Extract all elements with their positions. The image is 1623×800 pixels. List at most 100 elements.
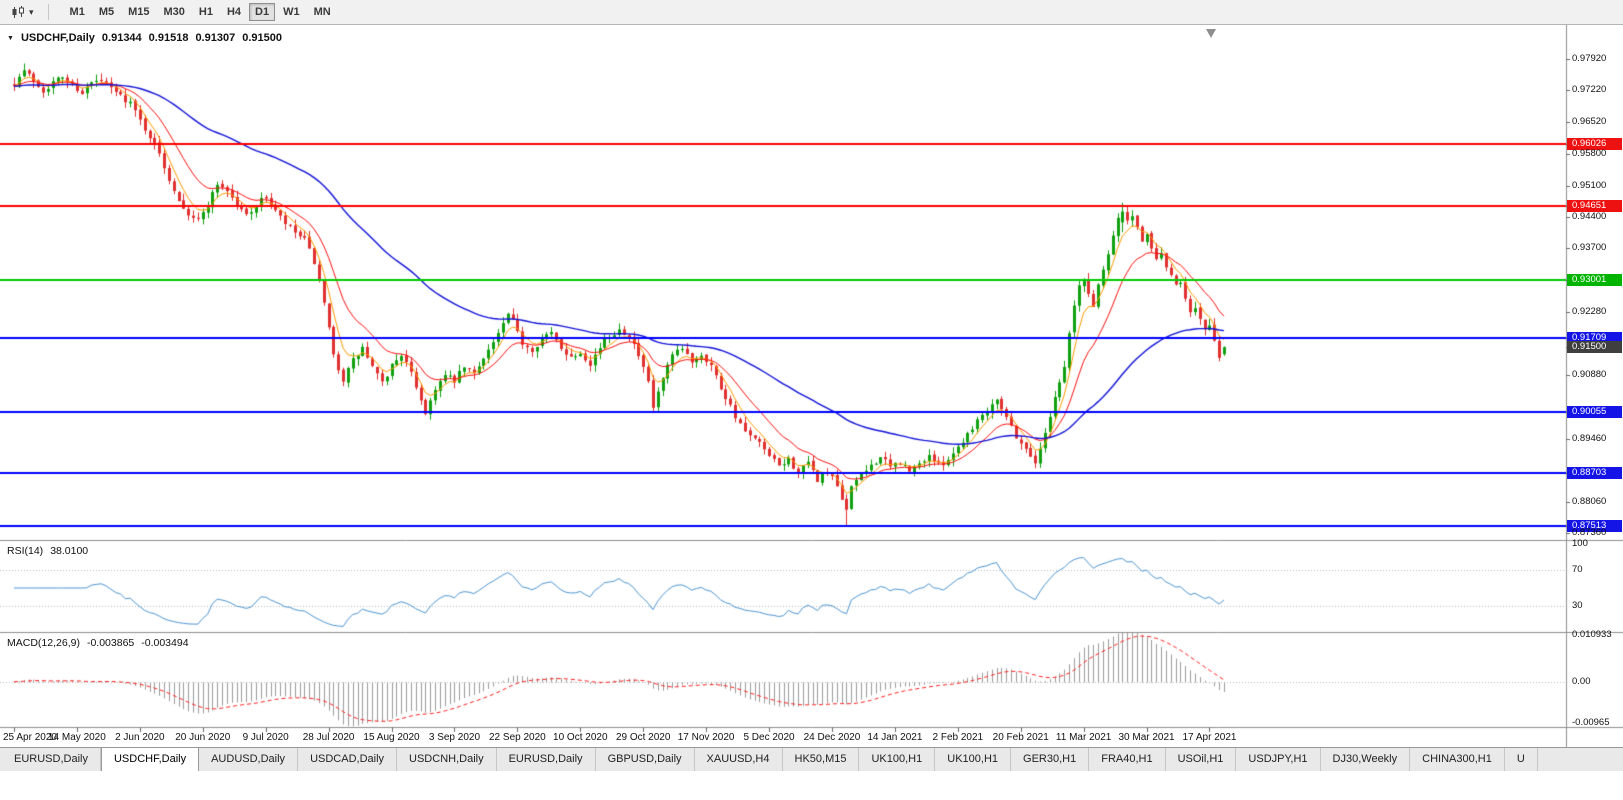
- chart-tab-usdchf-daily[interactable]: USDCHF,Daily: [100, 748, 200, 771]
- chart-tab-hk50-m15[interactable]: HK50,M15: [783, 748, 860, 771]
- date-label: 28 Jul 2020: [302, 732, 355, 743]
- timeframe-group: M1 M5 M15 M30 H1 H4 D1 W1 MN: [64, 3, 339, 21]
- date-label: 17 Nov 2020: [677, 732, 735, 743]
- chart-tab-usdjpy-h1[interactable]: USDJPY,H1: [1236, 748, 1321, 771]
- timeframe-button-w1[interactable]: W1: [283, 6, 300, 18]
- rsi-indicator-label: RSI(14) 38.0100: [7, 545, 88, 557]
- price-tag-red: 0.94651: [1567, 200, 1622, 212]
- macd-indicator-label: MACD(12,26,9) -0.003865 -0.003494: [7, 637, 189, 649]
- price-axis-label: 0.97920: [1572, 53, 1607, 64]
- timeframe-button-h4[interactable]: H4: [226, 6, 242, 18]
- chart-tab-usdcnh-daily[interactable]: USDCNH,Daily: [397, 748, 497, 771]
- timeframe-button-m15[interactable]: M15: [128, 6, 150, 18]
- price-axis-label: 0.89460: [1572, 433, 1607, 444]
- date-label: 2 Feb 2021: [932, 732, 984, 743]
- date-label: 30 Mar 2021: [1118, 732, 1175, 743]
- price-axis-label: 0.95800: [1572, 148, 1607, 159]
- date-label: 20 Feb 2021: [992, 732, 1049, 743]
- date-label: 20 Jun 2020: [175, 732, 231, 743]
- timeframe-button-d1[interactable]: D1: [249, 3, 276, 21]
- date-axis[interactable]: 25 Apr 2020 14 May 2020 2 Jun 2020 20 Jun 2…: [0, 730, 1566, 747]
- timeframe-button-mn[interactable]: MN: [313, 6, 331, 18]
- chart-tab-uk100-h1[interactable]: UK100,H1: [859, 748, 936, 771]
- date-label: 15 Aug 2020: [363, 732, 420, 743]
- price-tag-blue: 0.88703: [1567, 467, 1622, 479]
- rsi-axis-label: 70: [1572, 564, 1583, 575]
- macd-axis-label: 0.010933: [1572, 629, 1612, 640]
- macd-signal-value: -0.003494: [141, 637, 189, 649]
- chart-tab-xauusd-h4[interactable]: XAUUSD,H4: [695, 748, 783, 771]
- ohlc-open: 0.91344: [101, 32, 142, 44]
- price-axis[interactable]: 0.97920 0.97220 0.96520 0.96026 0.95800 0.951…: [1567, 25, 1623, 747]
- price-axis-label: 0.95100: [1572, 180, 1607, 191]
- date-label: 17 Apr 2021: [1182, 732, 1237, 743]
- toolbar-separator: [47, 4, 49, 20]
- chart-tab-ger30-h1[interactable]: GER30,H1: [1011, 748, 1090, 771]
- rsi-name: RSI(14): [7, 545, 44, 557]
- chart-shift-marker[interactable]: [1206, 29, 1216, 38]
- chart-tab-usoil-h1[interactable]: USOil,H1: [1166, 748, 1237, 771]
- rsi-axis-label: 30: [1572, 600, 1583, 611]
- date-label: 29 Oct 2020: [615, 732, 671, 743]
- symbol-marker-icon: ▼: [7, 34, 14, 42]
- date-label: 14 Jan 2021: [867, 732, 923, 743]
- date-label: 11 Mar 2021: [1055, 732, 1112, 743]
- chart-tab-gbpusd-daily[interactable]: GBPUSD,Daily: [596, 748, 695, 771]
- candlestick-chart-icon: [12, 5, 24, 18]
- rsi-value: 38.0100: [50, 545, 89, 557]
- macd-axis-label: -0.00965: [1572, 717, 1610, 728]
- chart-tab-audusd-daily[interactable]: AUDUSD,Daily: [199, 748, 299, 771]
- price-axis-label: 0.93700: [1572, 242, 1607, 253]
- date-label: 9 Jul 2020: [242, 732, 289, 743]
- chart-tab-dj30-weekly[interactable]: DJ30,Weekly: [1321, 748, 1411, 771]
- date-label: 10 Oct 2020: [553, 732, 608, 743]
- timeframe-button-m1[interactable]: M1: [69, 6, 85, 18]
- chart-title: ▼ USDCHF,Daily 0.91344 0.91518 0.91307 0…: [7, 32, 282, 44]
- macd-name: MACD(12,26,9): [7, 637, 80, 649]
- price-tag-blue: 0.90055: [1567, 406, 1622, 418]
- chart-tabs: EURUSD,Daily USDCHF,Daily AUDUSD,Daily USDC…: [2, 748, 1538, 771]
- date-label: 5 Dec 2020: [743, 732, 795, 743]
- price-axis-label: 0.88060: [1572, 496, 1607, 507]
- price-chart-canvas[interactable]: [0, 25, 1623, 747]
- chart-tab-u[interactable]: U: [1505, 748, 1538, 771]
- chart-tab-eurusd-daily[interactable]: EURUSD,Daily: [497, 748, 596, 771]
- date-label: 14 May 2020: [47, 732, 106, 743]
- timeframe-button-m30[interactable]: M30: [163, 6, 185, 18]
- date-label: 2 Jun 2020: [115, 732, 165, 743]
- chart-style-button[interactable]: ▾: [6, 3, 39, 22]
- chart-tab-eurusd-daily[interactable]: EURUSD,Daily: [2, 748, 101, 771]
- date-label: 24 Dec 2020: [803, 732, 861, 743]
- price-axis-label: 0.96520: [1572, 116, 1607, 127]
- price-tag-dark: 0.91500: [1567, 341, 1622, 353]
- price-tag-blue: 0.87513: [1567, 520, 1622, 532]
- price-axis-label: 0.90880: [1572, 369, 1607, 380]
- chart-tab-china300-h1[interactable]: CHINA300,H1: [1410, 748, 1505, 771]
- chart-tabs-bar: EURUSD,Daily USDCHF,Daily AUDUSD,Daily USDC…: [0, 747, 1623, 771]
- status-area: [0, 771, 1623, 800]
- chart-tab-fra40-h1[interactable]: FRA40,H1: [1089, 748, 1166, 771]
- price-tag-red: 0.96026: [1567, 138, 1622, 150]
- chevron-down-icon: ▾: [29, 6, 34, 17]
- timeframe-button-h1[interactable]: H1: [198, 6, 213, 18]
- rsi-axis-label: 100: [1572, 538, 1588, 549]
- date-label: 22 Sep 2020: [489, 732, 546, 743]
- macd-axis-label: 0.00: [1572, 676, 1591, 687]
- chart-tab-uk100-h1[interactable]: UK100,H1: [935, 748, 1012, 771]
- price-axis-label: 0.92280: [1572, 306, 1607, 317]
- timeframe-button-m5[interactable]: M5: [98, 6, 115, 18]
- chart-area: ▼ USDCHF,Daily 0.91344 0.91518 0.91307 0…: [0, 25, 1623, 747]
- timeframe-toolbar: ▾ M1 M5 M15 M30 H1 H4 D1 W1 MN: [0, 0, 1623, 25]
- chart-tab-usdcad-daily[interactable]: USDCAD,Daily: [298, 748, 398, 771]
- price-axis-label: 0.94400: [1572, 211, 1607, 222]
- chart-symbol: USDCHF,Daily: [20, 32, 95, 44]
- macd-main-value: -0.003865: [86, 637, 135, 649]
- date-label: 25 Apr 2020: [3, 732, 57, 743]
- ohlc-high: 0.91518: [148, 32, 189, 44]
- ohlc-low: 0.91307: [195, 32, 236, 44]
- price-tag-green: 0.93001: [1567, 274, 1622, 286]
- price-axis-label: 0.87360: [1572, 527, 1607, 538]
- price-axis-label: 0.97220: [1572, 84, 1607, 95]
- date-label: 3 Sep 2020: [428, 732, 481, 743]
